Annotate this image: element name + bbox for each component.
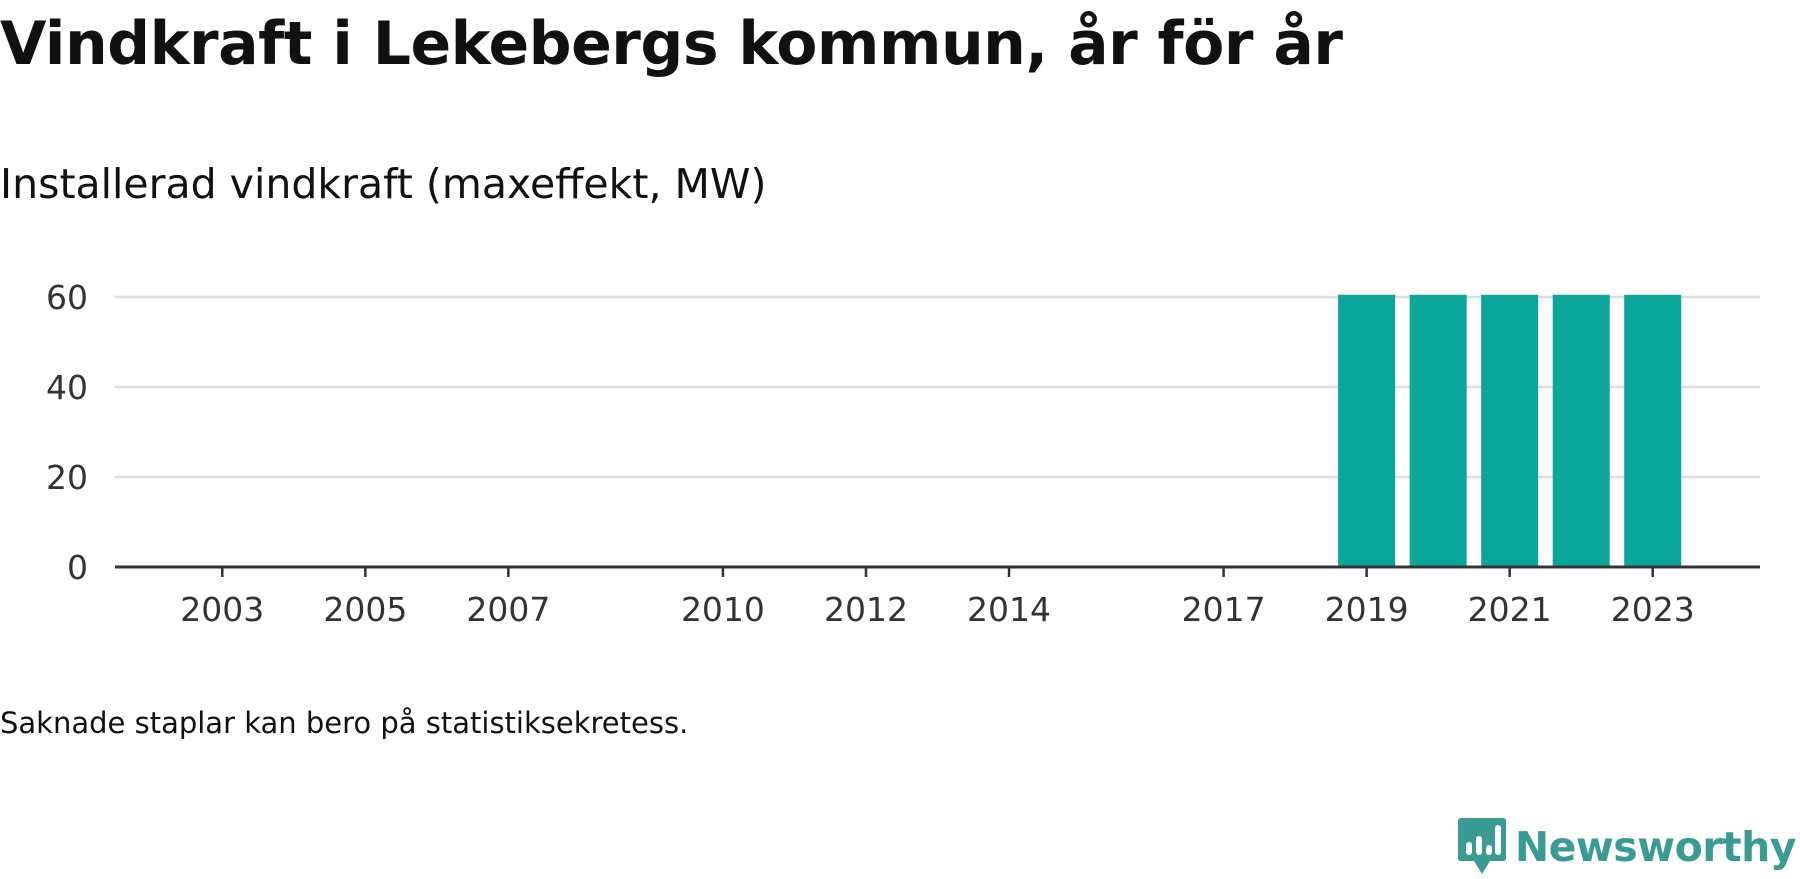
y-tick-label: 60 <box>46 278 88 317</box>
bar-chart: 0 20 40 60 2003 2005 2007 2010 2012 2014 2017 2019 2… <box>46 278 1760 629</box>
y-tick-label: 20 <box>46 458 88 497</box>
chart-area: 0 20 40 60 2003 2005 2007 2010 2012 2014 2017 2019 2… <box>0 250 1800 650</box>
x-tick-label: 2023 <box>1611 590 1695 629</box>
bar-2020 <box>1409 294 1467 567</box>
bar-2022 <box>1552 294 1610 567</box>
bars <box>1338 294 1682 567</box>
x-tick-label: 2019 <box>1325 590 1409 629</box>
x-tick-label: 2007 <box>466 590 550 629</box>
bar-2023 <box>1624 294 1682 567</box>
footnote: Saknade staplar kan bero på statistiksek… <box>0 706 689 740</box>
x-tick-label: 2010 <box>681 590 765 629</box>
brand-logo: Newsworthy <box>1457 815 1797 879</box>
bar-2021 <box>1481 294 1539 567</box>
chart-title: Vindkraft i Lekebergs kommun, år för år <box>0 9 1343 79</box>
brand-name: Newsworthy <box>1514 823 1797 871</box>
x-tick-label: 2021 <box>1468 590 1552 629</box>
x-tick-label: 2014 <box>967 590 1051 629</box>
chart-subtitle: Installerad vindkraft (maxeffekt, MW) <box>0 160 767 208</box>
axes: 0 20 40 60 2003 2005 2007 2010 2012 2014 2017 2019 2… <box>46 278 1760 629</box>
chart-bubble-logo-icon <box>1457 818 1506 874</box>
x-tick-label: 2017 <box>1182 590 1266 629</box>
x-tick-label: 2003 <box>180 590 264 629</box>
x-tick-label: 2012 <box>824 590 908 629</box>
y-tick-label: 0 <box>67 548 88 587</box>
y-tick-label: 40 <box>46 368 88 407</box>
x-tick-label: 2005 <box>323 590 407 629</box>
bar-2019 <box>1338 294 1396 567</box>
